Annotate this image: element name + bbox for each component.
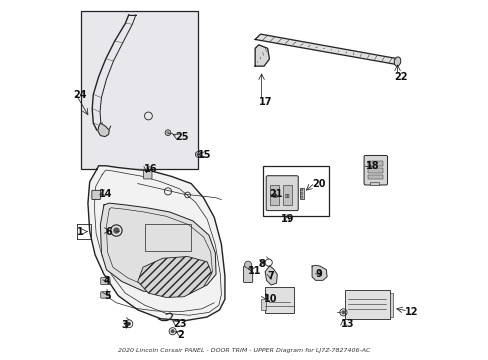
- Text: ⊞: ⊞: [285, 194, 289, 199]
- Text: 15: 15: [198, 150, 211, 160]
- FancyBboxPatch shape: [243, 266, 252, 283]
- Bar: [263, 166, 328, 216]
- Text: ⊞: ⊞: [272, 194, 277, 199]
- Bar: [367, 175, 382, 179]
- Text: 2020 Lincoln Corsair PANEL - DOOR TRIM - UPPER Diagram for LJ7Z-7827406-AC: 2020 Lincoln Corsair PANEL - DOOR TRIM -…: [118, 348, 370, 353]
- Polygon shape: [255, 34, 399, 64]
- Ellipse shape: [393, 57, 400, 66]
- Polygon shape: [255, 45, 269, 66]
- Text: 13: 13: [340, 319, 353, 329]
- Text: 16: 16: [144, 164, 157, 174]
- Text: 21: 21: [269, 189, 283, 199]
- Text: 17: 17: [258, 97, 272, 107]
- Text: 22: 22: [393, 72, 407, 82]
- FancyBboxPatch shape: [363, 156, 387, 185]
- Bar: [369, 182, 378, 185]
- Text: 6: 6: [105, 226, 112, 237]
- Bar: [144, 225, 191, 251]
- Text: 19: 19: [280, 214, 293, 224]
- Polygon shape: [98, 123, 109, 136]
- Bar: [367, 168, 382, 172]
- Circle shape: [171, 330, 174, 333]
- Bar: [264, 287, 294, 314]
- Bar: [389, 293, 392, 317]
- Circle shape: [197, 153, 199, 156]
- Circle shape: [127, 322, 130, 325]
- Bar: [299, 188, 304, 198]
- FancyBboxPatch shape: [101, 278, 110, 285]
- Text: 18: 18: [365, 161, 378, 171]
- FancyBboxPatch shape: [265, 176, 298, 211]
- Text: 11: 11: [247, 266, 261, 276]
- Bar: [269, 185, 279, 205]
- Bar: [282, 185, 291, 205]
- Text: 25: 25: [175, 132, 188, 142]
- FancyBboxPatch shape: [101, 292, 109, 298]
- Circle shape: [341, 311, 344, 314]
- Circle shape: [244, 261, 251, 268]
- Polygon shape: [88, 166, 224, 320]
- Text: 20: 20: [311, 179, 325, 189]
- Text: 10: 10: [264, 294, 277, 304]
- Polygon shape: [311, 265, 326, 280]
- FancyBboxPatch shape: [143, 170, 152, 179]
- Text: 4: 4: [104, 276, 110, 287]
- Text: 23: 23: [173, 319, 186, 329]
- Text: 1: 1: [77, 226, 84, 237]
- Polygon shape: [138, 257, 211, 297]
- Polygon shape: [264, 266, 277, 285]
- Text: 7: 7: [267, 271, 274, 281]
- Text: 8: 8: [258, 258, 265, 269]
- Bar: [344, 290, 389, 319]
- Text: 9: 9: [315, 269, 322, 279]
- Bar: [260, 299, 265, 310]
- Bar: [81, 11, 198, 169]
- Circle shape: [114, 228, 119, 233]
- FancyBboxPatch shape: [92, 190, 100, 199]
- Text: 12: 12: [404, 307, 417, 317]
- Polygon shape: [100, 203, 216, 294]
- Circle shape: [166, 132, 169, 134]
- Text: 3: 3: [122, 320, 128, 330]
- Text: 5: 5: [104, 291, 110, 301]
- Bar: [367, 162, 382, 166]
- Text: 24: 24: [73, 90, 86, 100]
- Text: 2: 2: [177, 330, 183, 340]
- Text: 14: 14: [99, 189, 113, 199]
